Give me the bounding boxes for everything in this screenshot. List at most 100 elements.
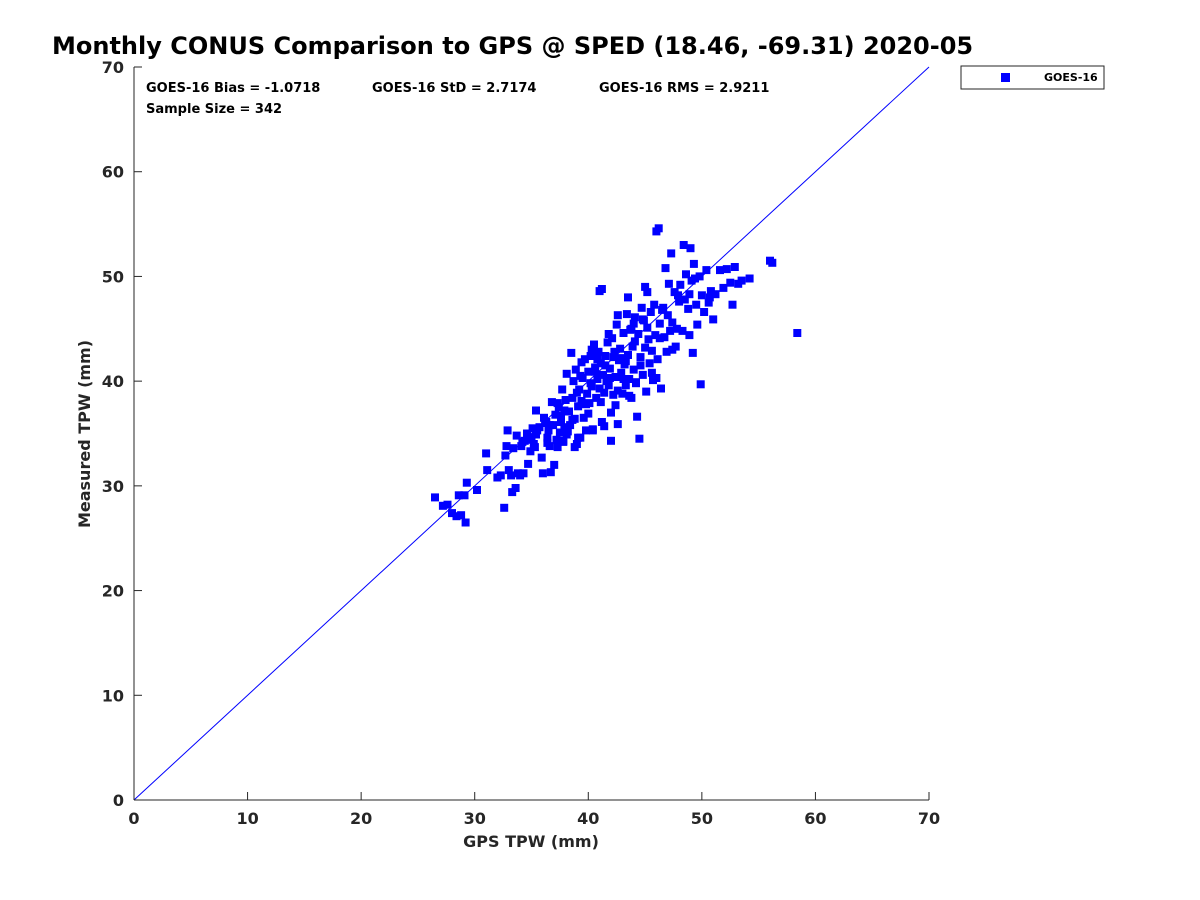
- data-point: [501, 451, 510, 460]
- data-point: [647, 346, 656, 355]
- data-point: [596, 359, 605, 368]
- data-point: [460, 491, 469, 500]
- data-point: [523, 429, 531, 438]
- data-point: [652, 374, 661, 382]
- data-point: [595, 384, 604, 393]
- data-point: [537, 453, 546, 462]
- data-point: [546, 468, 555, 477]
- data-point: [584, 367, 593, 376]
- data-point: [508, 488, 517, 497]
- legend-marker-square: [1001, 73, 1010, 82]
- data-point: [636, 353, 645, 362]
- data-point: [540, 413, 548, 422]
- data-point: [502, 442, 511, 451]
- data-point: [650, 300, 659, 309]
- data-point: [457, 511, 466, 520]
- x-axis-label: GPS TPW (mm): [463, 832, 599, 851]
- x-tick-label: 50: [691, 809, 713, 828]
- data-point: [634, 330, 643, 338]
- data-point: [624, 293, 632, 302]
- data-point: [662, 347, 671, 356]
- data-point: [566, 421, 575, 430]
- data-point: [660, 333, 669, 342]
- data-point: [624, 351, 632, 359]
- data-point: [628, 342, 637, 351]
- data-point: [560, 406, 569, 415]
- data-point: [613, 386, 622, 395]
- data-point: [601, 352, 610, 360]
- data-point: [565, 407, 573, 416]
- data-point: [608, 334, 617, 343]
- data-point: [621, 381, 630, 390]
- data-point: [512, 431, 521, 440]
- data-point: [768, 258, 777, 267]
- axes: [133, 67, 929, 801]
- data-point: [562, 369, 571, 378]
- data-point: [632, 379, 640, 388]
- data-point: [668, 318, 677, 327]
- data-point: [641, 282, 650, 291]
- data-point: [574, 402, 583, 411]
- data-point: [538, 469, 547, 478]
- data-point: [629, 365, 638, 374]
- data-point: [462, 478, 471, 487]
- data-point: [530, 443, 539, 452]
- data-point: [684, 304, 693, 313]
- x-ticks: 0 10 20 30 40 50 60 70: [128, 792, 940, 828]
- data-point: [532, 406, 540, 415]
- bias-stat: GOES-16 Bias = -1.0718: [146, 81, 320, 96]
- data-point: [661, 264, 670, 273]
- data-point: [638, 370, 647, 379]
- data-point: [657, 384, 665, 393]
- x-tick-label: 60: [804, 809, 826, 828]
- data-point: [541, 419, 550, 427]
- legend-box: [960, 65, 1105, 90]
- data-point: [617, 368, 626, 377]
- data-point: [482, 449, 491, 458]
- data-point: [696, 380, 705, 389]
- data-point: [675, 297, 684, 306]
- data-point: [600, 422, 609, 431]
- data-point: [700, 308, 709, 316]
- data-point: [635, 434, 644, 443]
- data-point: [554, 403, 563, 412]
- data-point: [636, 361, 645, 370]
- data-point: [671, 342, 680, 351]
- data-point: [543, 438, 552, 447]
- data-point: [716, 266, 724, 275]
- data-point: [473, 486, 481, 494]
- data-point: [612, 320, 621, 329]
- data-point: [569, 377, 578, 386]
- data-point: [559, 437, 568, 446]
- data-point: [594, 347, 603, 356]
- data-point: [622, 310, 631, 319]
- data-point: [571, 365, 580, 374]
- x-tick-label: 40: [577, 809, 599, 828]
- data-point: [706, 287, 715, 296]
- data-point: [544, 426, 553, 435]
- data-point: [524, 459, 533, 468]
- data-point: [685, 290, 694, 299]
- data-point: [621, 357, 630, 366]
- data-point: [737, 276, 746, 285]
- data-point: [654, 224, 663, 233]
- data-point: [726, 278, 735, 287]
- data-point: [555, 428, 564, 437]
- data-point: [574, 433, 583, 442]
- x-tick-label: 0: [128, 809, 139, 828]
- data-point: [619, 329, 628, 337]
- data-point: [637, 303, 646, 312]
- data-point: [572, 388, 581, 397]
- data-point: [518, 437, 527, 446]
- y-tick-label: 60: [102, 163, 124, 182]
- y-ticks: 0 10 20 30 40 50 60 70: [102, 58, 142, 810]
- data-point: [680, 295, 689, 304]
- data-point: [676, 280, 685, 289]
- data-point: [528, 424, 537, 433]
- data-point: [604, 330, 613, 338]
- reference-line-layer: [133, 66, 930, 801]
- data-point: [688, 348, 697, 357]
- data-point: [616, 354, 625, 363]
- data-point: [609, 353, 618, 362]
- data-point: [582, 426, 590, 435]
